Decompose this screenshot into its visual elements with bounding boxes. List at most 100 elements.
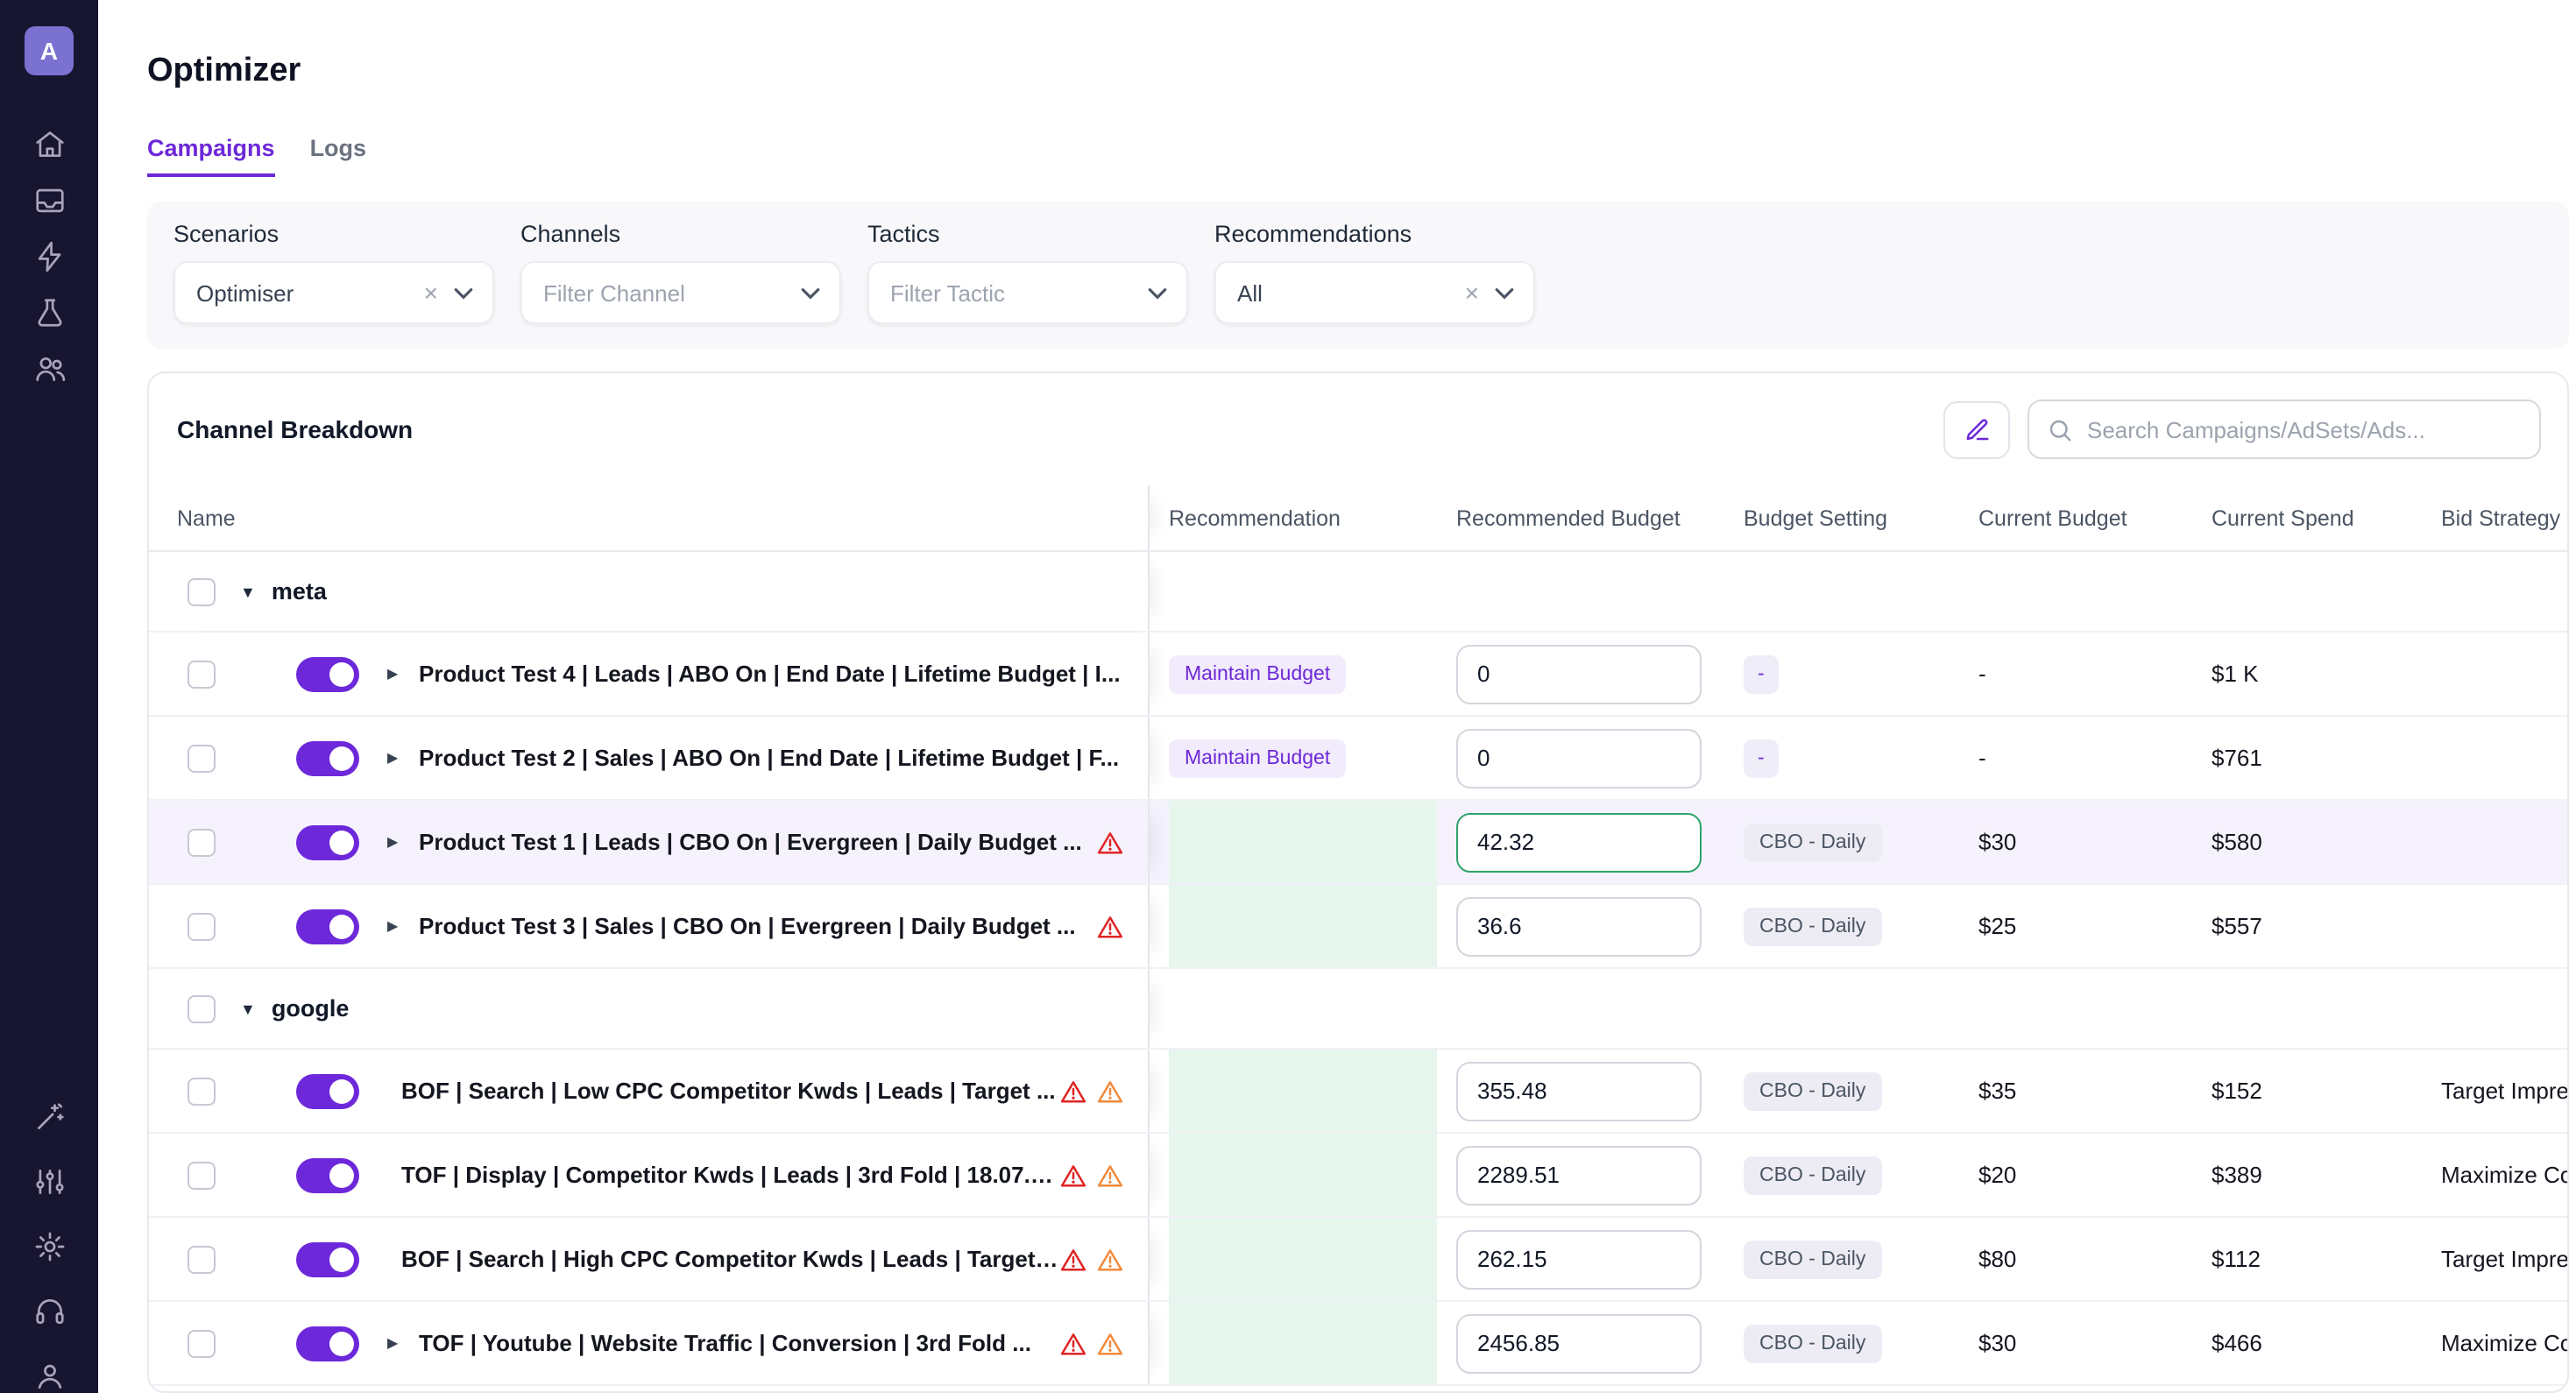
users-icon[interactable]: [32, 350, 67, 385]
warning-orange-icon[interactable]: [1097, 1331, 1123, 1355]
filter-panel: Scenarios Optimiser × Channels Filter Ch…: [147, 202, 2569, 349]
user-icon[interactable]: [32, 1358, 67, 1393]
row-toggle[interactable]: [296, 656, 359, 691]
group-name-cell: ▼ google: [149, 969, 1150, 1048]
budget-setting-badge: CBO - Daily: [1744, 1071, 1882, 1110]
warning-red-icon[interactable]: [1060, 1247, 1086, 1271]
row-checkbox[interactable]: [188, 1077, 216, 1105]
budget-setting-badge: CBO - Daily: [1744, 1240, 1882, 1278]
name-cell: TOF | Display | Competitor Kwds | Leads …: [149, 1134, 1150, 1216]
row-toggle[interactable]: [296, 1241, 359, 1276]
row-toggle[interactable]: [296, 909, 359, 944]
recommended-budget-input[interactable]: [1456, 728, 1702, 788]
search-icon: [2049, 419, 2071, 441]
filter-group-scenarios: Scenarios Optimiser ×: [173, 221, 494, 349]
page-title: Optimizer: [147, 53, 301, 89]
current-budget-value: $20: [1978, 1162, 2017, 1188]
clear-icon[interactable]: ×: [423, 279, 438, 307]
budget-setting-badge: -: [1744, 739, 1779, 777]
row-toggle[interactable]: [296, 824, 359, 859]
recommended-budget-input[interactable]: [1456, 1061, 1702, 1121]
warning-red-icon[interactable]: [1060, 1163, 1086, 1187]
current-budget-value: $30: [1978, 829, 2017, 855]
recommended-budget-input[interactable]: [1456, 812, 1702, 872]
warning-orange-icon[interactable]: [1097, 1247, 1123, 1271]
recommendations-select[interactable]: All ×: [1214, 261, 1535, 324]
row-checkbox[interactable]: [188, 912, 216, 940]
row-checkbox[interactable]: [188, 828, 216, 856]
column-header-budget-setting: Budget Setting: [1744, 506, 1888, 530]
table-row: ▶ Product Test 3 | Sales | CBO On | Ever…: [149, 885, 2567, 969]
headset-icon[interactable]: [32, 1293, 67, 1328]
expand-arrow-icon[interactable]: ▶: [387, 918, 399, 934]
warning-icons: [1097, 830, 1123, 854]
gear-icon[interactable]: [32, 1228, 67, 1263]
wand-icon[interactable]: [32, 1099, 67, 1134]
scenarios-select[interactable]: Optimiser ×: [173, 261, 494, 324]
current-spend-value: $1 K: [2212, 661, 2259, 687]
table-row: ▶ Product Test 2 | Sales | ABO On | End …: [149, 717, 2567, 801]
group-checkbox[interactable]: [188, 577, 216, 605]
warning-orange-icon[interactable]: [1097, 1163, 1123, 1187]
sliders-icon[interactable]: [32, 1163, 67, 1199]
row-checkbox[interactable]: [188, 1329, 216, 1357]
row-name: BOF | Search | Low CPC Competitor Kwds |…: [401, 1078, 1056, 1104]
expand-arrow-icon[interactable]: ▶: [387, 1335, 399, 1351]
channel-breakdown-card: Channel Breakdown Name Recommendation Re…: [147, 371, 2569, 1393]
tab-campaigns[interactable]: Campaigns: [147, 135, 275, 177]
row-checkbox[interactable]: [188, 1161, 216, 1189]
tactics-select[interactable]: Filter Tactic: [867, 261, 1188, 324]
recommendations-label: Recommendations: [1214, 221, 1412, 247]
group-name-cell: ▼ meta: [149, 552, 1150, 631]
recommended-budget-input[interactable]: [1456, 896, 1702, 956]
column-header-bid-strategy: Bid Strategy: [2441, 506, 2561, 530]
expand-arrow-icon[interactable]: ▶: [387, 750, 399, 766]
warning-red-icon[interactable]: [1097, 830, 1123, 854]
recommendation-badge: Scale Budget By 8089.50 %: [1169, 1302, 1437, 1384]
collapse-arrow-icon[interactable]: ▼: [240, 583, 256, 600]
warning-orange-icon[interactable]: [1097, 1078, 1123, 1103]
current-budget-value: -: [1978, 745, 1986, 771]
expand-arrow-icon[interactable]: ▶: [387, 834, 399, 850]
sidebar: A: [0, 0, 98, 1393]
table-row: ▶ Product Test 1 | Leads | CBO On | Ever…: [149, 801, 2567, 885]
clear-icon[interactable]: ×: [1464, 279, 1479, 307]
tab-logs[interactable]: Logs: [309, 135, 367, 161]
app-logo[interactable]: A: [25, 26, 74, 75]
row-checkbox[interactable]: [188, 744, 216, 772]
main-content: Optimizer Campaigns Logs Scenarios Optim…: [98, 0, 2576, 1393]
collapse-arrow-icon[interactable]: ▼: [240, 1000, 256, 1017]
table-header: Name Recommendation Recommended Budget B…: [149, 485, 2567, 552]
flask-icon[interactable]: [32, 294, 67, 329]
budget-setting-badge: CBO - Daily: [1744, 1324, 1882, 1362]
warning-red-icon[interactable]: [1097, 914, 1123, 938]
recommended-budget-input[interactable]: [1456, 1229, 1702, 1289]
row-toggle[interactable]: [296, 1157, 359, 1192]
row-name: BOF | Search | High CPC Competitor Kwds …: [401, 1246, 1060, 1272]
sidebar-nav-bottom: [32, 1099, 67, 1393]
zap-icon[interactable]: [32, 238, 67, 273]
inbox-icon[interactable]: [32, 182, 67, 217]
channels-select[interactable]: Filter Channel: [520, 261, 841, 324]
warning-red-icon[interactable]: [1060, 1078, 1086, 1103]
search-input[interactable]: [2087, 416, 2522, 442]
home-icon[interactable]: [32, 126, 67, 161]
recommended-budget-input[interactable]: [1456, 1145, 1702, 1205]
expand-arrow-icon[interactable]: ▶: [387, 666, 399, 682]
chevron-down-icon: [1148, 287, 1167, 299]
row-checkbox[interactable]: [188, 1245, 216, 1273]
row-checkbox[interactable]: [188, 660, 216, 688]
current-budget-value: -: [1978, 661, 1986, 687]
column-header-current-spend: Current Spend: [2212, 506, 2354, 530]
current-spend-value: $761: [2212, 745, 2262, 771]
warning-red-icon[interactable]: [1060, 1331, 1086, 1355]
row-toggle[interactable]: [296, 1326, 359, 1361]
filter-group-tactics: Tactics Filter Tactic: [867, 221, 1188, 349]
row-toggle[interactable]: [296, 740, 359, 775]
recommended-budget-input[interactable]: [1456, 1313, 1702, 1373]
group-checkbox[interactable]: [188, 994, 216, 1022]
edit-button[interactable]: [1943, 400, 2010, 458]
row-toggle[interactable]: [296, 1073, 359, 1108]
recommended-budget-input[interactable]: [1456, 644, 1702, 704]
